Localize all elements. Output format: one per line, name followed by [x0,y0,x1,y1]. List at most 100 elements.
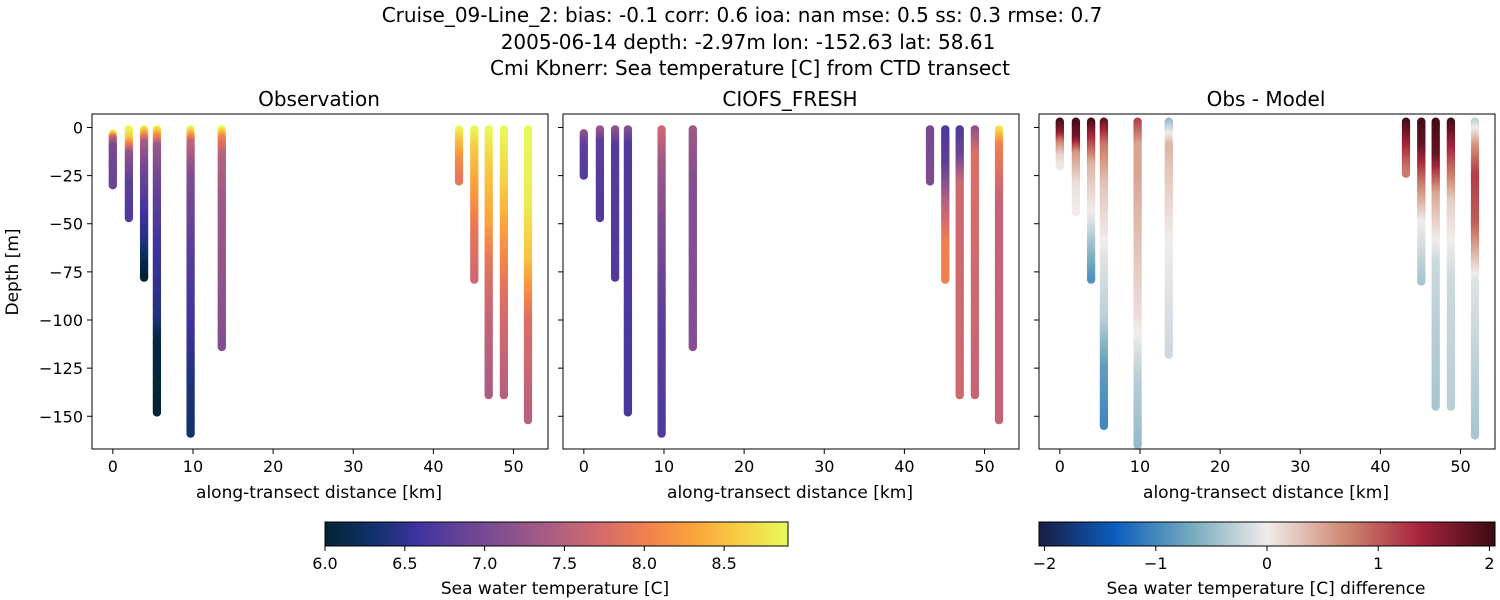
cast-1 [124,125,134,223]
xlabel-difference: along-transect distance [km] [1143,483,1389,503]
data-point [499,390,509,400]
x-tick-label: 40 [1370,457,1390,476]
cast-0 [108,129,118,190]
data-point [523,415,533,425]
data-point [186,429,195,438]
x-tick-label: 0 [108,457,118,476]
cast-4 [1133,117,1142,449]
cast-7 [941,125,950,284]
cast-7 [1417,117,1426,286]
cast-9 [1446,117,1456,411]
x-tick-label: 50 [503,457,523,476]
colorbar-label-temperature: Sea water temperature [C] [441,579,669,599]
cast-0 [579,129,588,180]
cast-9 [499,125,509,400]
data-point [1133,440,1142,449]
data-point [1431,402,1440,411]
data-point [139,273,149,282]
colorbar-label-difference: Sea water temperature [C] difference [1106,579,1425,599]
data-point [470,275,479,284]
data-point [1055,161,1065,171]
cast-10 [994,125,1004,425]
data-point [1164,350,1174,359]
y-tick-label: −50 [49,215,83,234]
xlabel-model: along-transect distance [km] [667,483,913,503]
y-tick-label: −150 [39,407,83,426]
plot-area-observation: 0 10 20 30 40 50 0 −25 −50 −75 −100 −125 −150 [39,113,549,476]
x-tick-label: 10 [654,457,674,476]
plot-area-difference: 0 10 20 30 40 50 [1034,113,1496,476]
data-point [970,390,980,400]
cast-3 [1099,117,1109,431]
panel-title-model: CIOFS_FRESH [722,87,857,111]
cast-5 [688,125,697,352]
data-point [623,408,633,417]
colorbar-tick-label: 0 [1262,554,1272,573]
cast-0 [1055,117,1065,171]
colorbar-tick-label: −2 [1033,554,1057,573]
cast-5 [217,125,226,352]
colorbar-tick-label: 6.0 [312,554,337,573]
data-point [1401,169,1411,178]
data-point [484,390,493,400]
cast-5 [1164,117,1174,359]
figure-title-line-1: Cruise_09-Line_2: bias: -0.1 corr: 0.6 i… [382,3,1103,27]
panel-observation: Observation 0 10 20 30 40 50 0 −25 −50 −75 −100 −12… [3,87,549,503]
cast-6 [1401,117,1411,178]
y-tick-label: −25 [49,167,83,186]
x-tick-label: 30 [343,457,363,476]
axes-frame [91,113,549,450]
data-point [610,273,620,282]
x-tick-label: 20 [1210,457,1230,476]
cast-8 [955,125,964,400]
cast-3 [152,125,162,417]
figure-title-line-2: 2005-06-14 depth: -2.97m lon: -152.63 la… [501,30,996,54]
plot-area-model: 0 10 20 30 40 50 [558,113,1020,476]
x-tick-label: 40 [423,457,443,476]
cast-2 [1086,117,1096,284]
data-point [124,213,134,223]
colorbar-gradient [324,521,789,547]
cast-8 [484,125,493,400]
colorbar-tick-label: 8.0 [632,554,657,573]
colorbar-tick-label: 6.5 [392,554,417,573]
data-point [955,390,964,400]
cast-4 [186,125,195,438]
cast-7 [470,125,479,284]
data-point [1099,421,1109,431]
data-point [657,429,666,438]
data-point [595,213,605,223]
figure-title-line-3: Cmi Kbnerr: Sea temperature [C] from CTD… [490,56,1010,80]
cast-10 [1470,117,1480,440]
x-tick-label: 10 [183,457,203,476]
data-point [217,342,226,352]
axes-frame [562,113,1020,450]
cast-4 [657,125,666,438]
colorbar-tick-label: 7.0 [472,554,497,573]
data-point [1446,402,1456,411]
data-point [688,342,697,352]
x-tick-label: 30 [1290,457,1310,476]
panel-title-difference: Obs - Model [1207,87,1326,111]
y-tick-label: −75 [49,263,83,282]
x-tick-label: 0 [579,457,589,476]
cast-9 [970,125,980,400]
panel-difference: Obs - Model 0 10 20 30 40 50 along-transect d… [1034,87,1496,503]
cast-6 [925,125,935,186]
x-tick-label: 20 [263,457,283,476]
x-tick-label: 40 [894,457,914,476]
colorbar-difference: Sea water temperature [C] difference −2 −… [1033,521,1496,599]
data-point [1086,275,1096,284]
cast-2 [610,125,620,282]
data-point [941,275,950,284]
cast-1 [1071,117,1081,217]
panel-title-observation: Observation [258,87,380,111]
data-point [1417,277,1426,286]
xlabel-observation: along-transect distance [km] [196,483,442,503]
x-tick-label: 30 [814,457,834,476]
colorbar-tick-label: −1 [1144,554,1168,573]
data-point [152,408,162,417]
data-point [994,415,1004,425]
data-point [454,177,464,186]
